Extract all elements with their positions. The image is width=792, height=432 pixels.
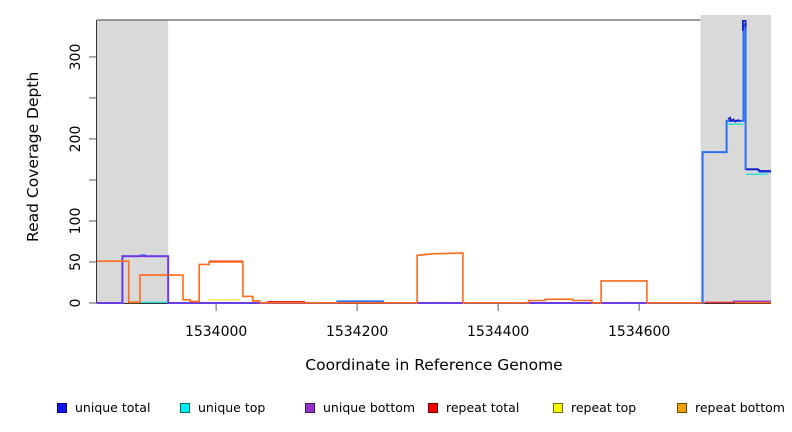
y-tick-label: 0 [68,298,84,308]
y-tick-label: 50 [68,253,84,271]
y-tick-label: 300 [68,43,84,71]
y-axis-title: Read Coverage Depth [24,71,42,242]
x-axis-title: Coordinate in Reference Genome [305,356,563,374]
x-tick-label: 1534000 [184,324,248,340]
series-line-unique-total [97,23,771,304]
series-line-unique-total-dark-overlay [746,168,771,172]
series-line-unique-total-dark-overlay [741,19,747,31]
series-line-unique-bottom [97,255,703,304]
y-tick-label: 200 [68,125,84,153]
x-tick-label: 1534600 [607,324,671,340]
y-tick-label: 100 [68,207,84,235]
series-line-unique-total-dark-overlay [727,116,741,123]
series-line-repeat-bottom [97,252,703,304]
shaded-region-right [700,15,771,303]
x-tick-label: 1534400 [466,324,530,340]
x-tick-label: 1534200 [325,324,389,340]
